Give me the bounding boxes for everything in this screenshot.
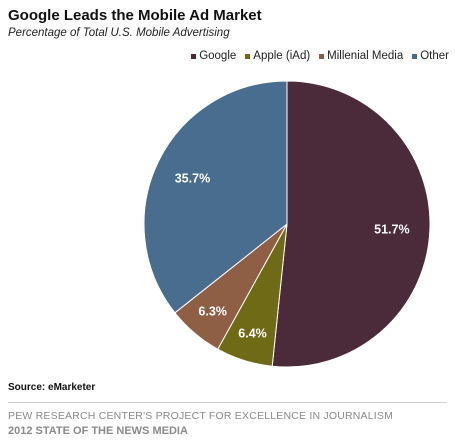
pie-slice-google [271, 80, 431, 368]
legend-swatch-millenial [319, 53, 325, 59]
legend-item-other: Other [412, 50, 449, 62]
chart-subtitle: Percentage of Total U.S. Mobile Advertis… [8, 27, 230, 39]
legend-swatch-google [191, 53, 197, 59]
footer-report-title: 2012 STATE OF THE NEWS MEDIA [8, 425, 188, 437]
slice-label-google: 51.7% [374, 222, 409, 236]
chart-title: Google Leads the Mobile Ad Market [8, 7, 262, 24]
legend-item-google: Google [191, 50, 236, 62]
slice-label-millenial: 6.3% [198, 305, 227, 319]
slice-label-other: 35.7% [175, 171, 210, 185]
legend-label-google: Google [199, 50, 237, 62]
chart-legend: Google Apple (iAd) Millenial Media Other [191, 50, 449, 62]
legend-label-apple: Apple (iAd) [253, 50, 311, 62]
legend-label-other: Other [420, 50, 449, 62]
footer-divider [8, 402, 447, 403]
source-note: Source: eMarketer [8, 382, 96, 393]
legend-swatch-other [412, 53, 418, 59]
legend-item-apple: Apple (iAd) [245, 50, 310, 62]
legend-swatch-apple [245, 53, 251, 59]
legend-item-millenial: Millenial Media [319, 50, 403, 62]
pie-chart: 51.7% 6.4% 6.3% 35.7% [143, 80, 431, 368]
slice-label-apple: 6.4% [238, 327, 267, 341]
footer-organization: PEW RESEARCH CENTER'S PROJECT FOR EXCELL… [8, 410, 394, 422]
legend-label-millenial: Millenial Media [327, 50, 404, 62]
pie-slice-other [143, 80, 288, 314]
